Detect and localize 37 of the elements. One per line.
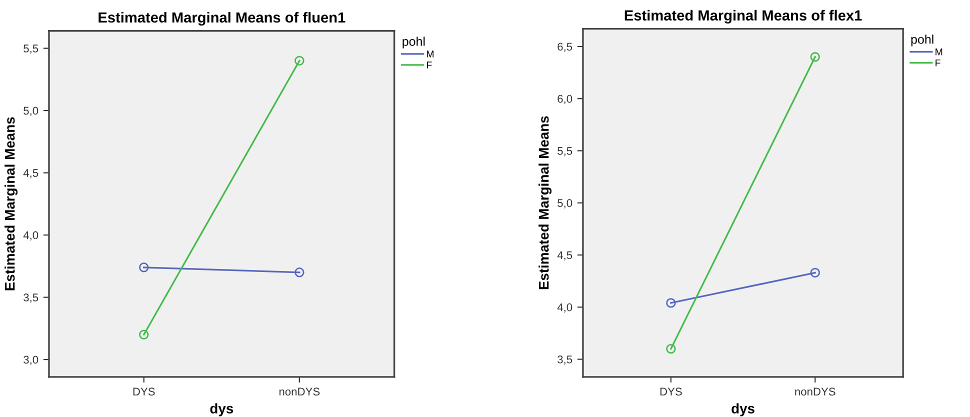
point (810, 52, 820, 62)
y-tick-label: 3,5 (24, 294, 38, 303)
y-tick-label: 5,0 (24, 106, 38, 116)
y-tick-label: 6,0 (558, 94, 572, 104)
legend-label: F (936, 60, 940, 66)
x-tick-label: DYS (660, 388, 682, 396)
x-tick-label: nonDYS (795, 388, 836, 396)
chart-title: Estimated Marginal Means of flex1 (624, 10, 862, 24)
point (810, 268, 820, 278)
point (294, 56, 304, 66)
x-axis-title: dys (210, 403, 234, 416)
point (666, 344, 676, 354)
y-tick-label: 4,5 (557, 251, 572, 260)
y-axis-title: Estimated Marginal Means (4, 117, 18, 290)
legend-label: F (426, 62, 432, 68)
chart-title: Estimated Marginal Means of fluen1 (98, 12, 346, 26)
y-tick-label: 4,5 (23, 169, 38, 178)
y-tick-label: 6,5 (558, 42, 572, 52)
point (139, 330, 149, 340)
y-tick-label: 4,0 (23, 231, 38, 240)
y-tick-label: 5,0 (558, 199, 572, 208)
legend-title: pohl (402, 36, 425, 48)
y-tick-label: 3,5 (558, 356, 572, 365)
y-tick-label: 4,0 (557, 303, 572, 313)
y-axis-title: Estimated Marginal Means (538, 116, 552, 290)
point (666, 298, 676, 308)
x-tick-label: DYS (133, 388, 155, 396)
y-tick-label: 5,5 (558, 147, 572, 156)
legend-label: M (936, 48, 942, 56)
y-tick-label: 3,0 (24, 356, 38, 365)
y-tick-label: 5,5 (24, 44, 38, 54)
point (294, 268, 304, 278)
legend-title: pohl (911, 34, 934, 46)
point (139, 262, 149, 272)
x-axis-title: dys (732, 403, 754, 416)
legend-label: M (426, 50, 434, 58)
x-tick-label: nonDYS (279, 388, 320, 396)
